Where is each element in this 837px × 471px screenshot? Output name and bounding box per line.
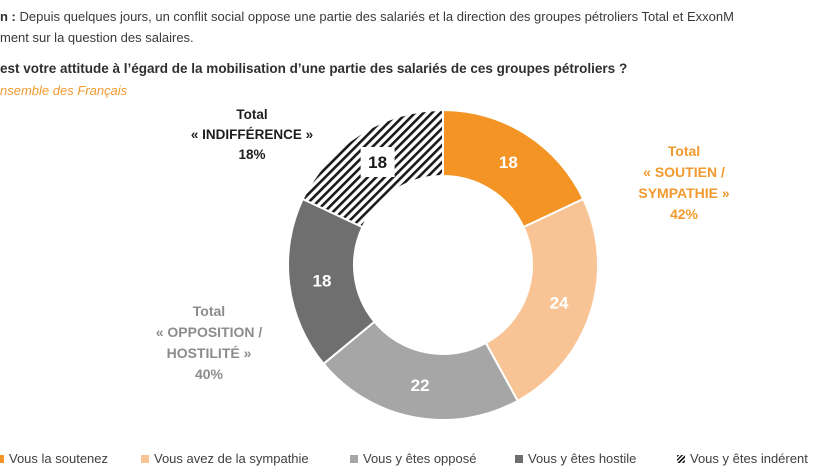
total-opposition-label: Total « OPPOSITION / HOSTILITÉ » 40% — [126, 301, 292, 385]
total-soutien-value: 42% — [669, 206, 699, 222]
legend-swatch-0 — [0, 454, 4, 463]
legend-swatch-4 — [677, 454, 685, 463]
legend-label-0: Vous la soutenez — [9, 451, 109, 466]
total-soutien-title: Total — [667, 143, 701, 159]
intro-line-1: Depuis quelques jours, un conflit social… — [15, 9, 734, 24]
intro-bold-label: n : — [0, 9, 16, 24]
slice-value-label-2: 22 — [411, 376, 430, 395]
total-opposition-name-2: HOSTILITÉ » — [166, 345, 252, 361]
legend-item-0: Vous la soutenez — [0, 451, 108, 466]
slice-value-label-3: 18 — [313, 271, 332, 290]
legend-swatch-1 — [141, 454, 149, 463]
legend-swatch-2 — [350, 454, 358, 463]
legend-item-1: Vous avez de la sympathie — [141, 451, 309, 466]
total-indifference-title: Total — [236, 107, 268, 122]
legend-item-3: Vous y êtes hostile — [515, 451, 636, 466]
total-indifference-value: 18% — [238, 147, 266, 162]
total-indifference-label: Total « INDIFFÉRENCE » 18% — [172, 105, 332, 165]
intro-line-2: ment sur la question des salaires. — [0, 30, 194, 45]
total-opposition-value: 40% — [194, 366, 224, 382]
legend-item-2: Vous y êtes opposé — [350, 451, 476, 466]
total-opposition-name-1: « OPPOSITION / — [155, 324, 263, 340]
slice-2 — [322, 320, 520, 421]
legend-item-4: Vous y êtes indérent — [677, 451, 808, 466]
slice-label-background-4 — [360, 146, 395, 177]
legend-label-1: Vous avez de la sympathie — [154, 451, 309, 466]
legend-label-2: Vous y êtes opposé — [363, 451, 477, 466]
total-soutien-name-1: « SOUTIEN / — [643, 164, 725, 180]
slice-value-label-0: 18 — [499, 153, 518, 172]
legend-label-4: Vous y êtes indérent — [690, 451, 808, 466]
slice-value-label-1: 24 — [550, 294, 569, 313]
legend-label-3: Vous y êtes hostile — [528, 451, 637, 466]
total-indifference-name: « INDIFFÉRENCE » — [190, 127, 314, 142]
slice-value-label-4: 18 — [368, 153, 387, 172]
intro-text: n : Depuis quelques jours, un conflit so… — [0, 6, 837, 48]
chart-legend: Vous la soutenez Vous avez de la sympathi… — [0, 451, 837, 469]
slice-1 — [484, 197, 599, 403]
base-label: nsemble des Français — [0, 83, 128, 98]
total-soutien-label: Total « SOUTIEN / SYMPATHIE » 42% — [606, 141, 762, 225]
donut-chart: 18 24 22 18 18 — [287, 108, 599, 421]
total-opposition-title: Total — [192, 303, 226, 319]
total-soutien-name-2: SYMPATHIE » — [638, 185, 730, 201]
question-text: est votre attitude à l’égard de la mobil… — [0, 61, 628, 76]
legend-swatch-3 — [515, 454, 523, 463]
